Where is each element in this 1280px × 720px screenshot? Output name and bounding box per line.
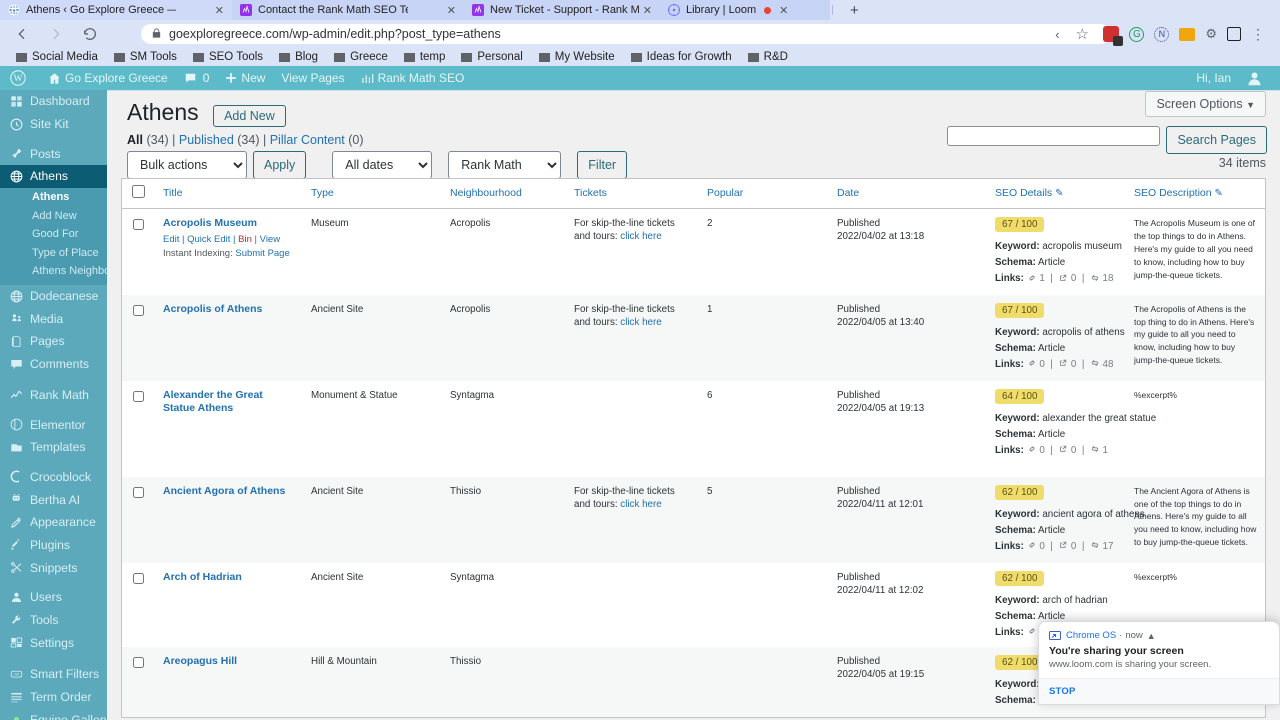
svg-text:Jet: Jet bbox=[14, 671, 20, 676]
svg-text:W: W bbox=[13, 73, 23, 84]
